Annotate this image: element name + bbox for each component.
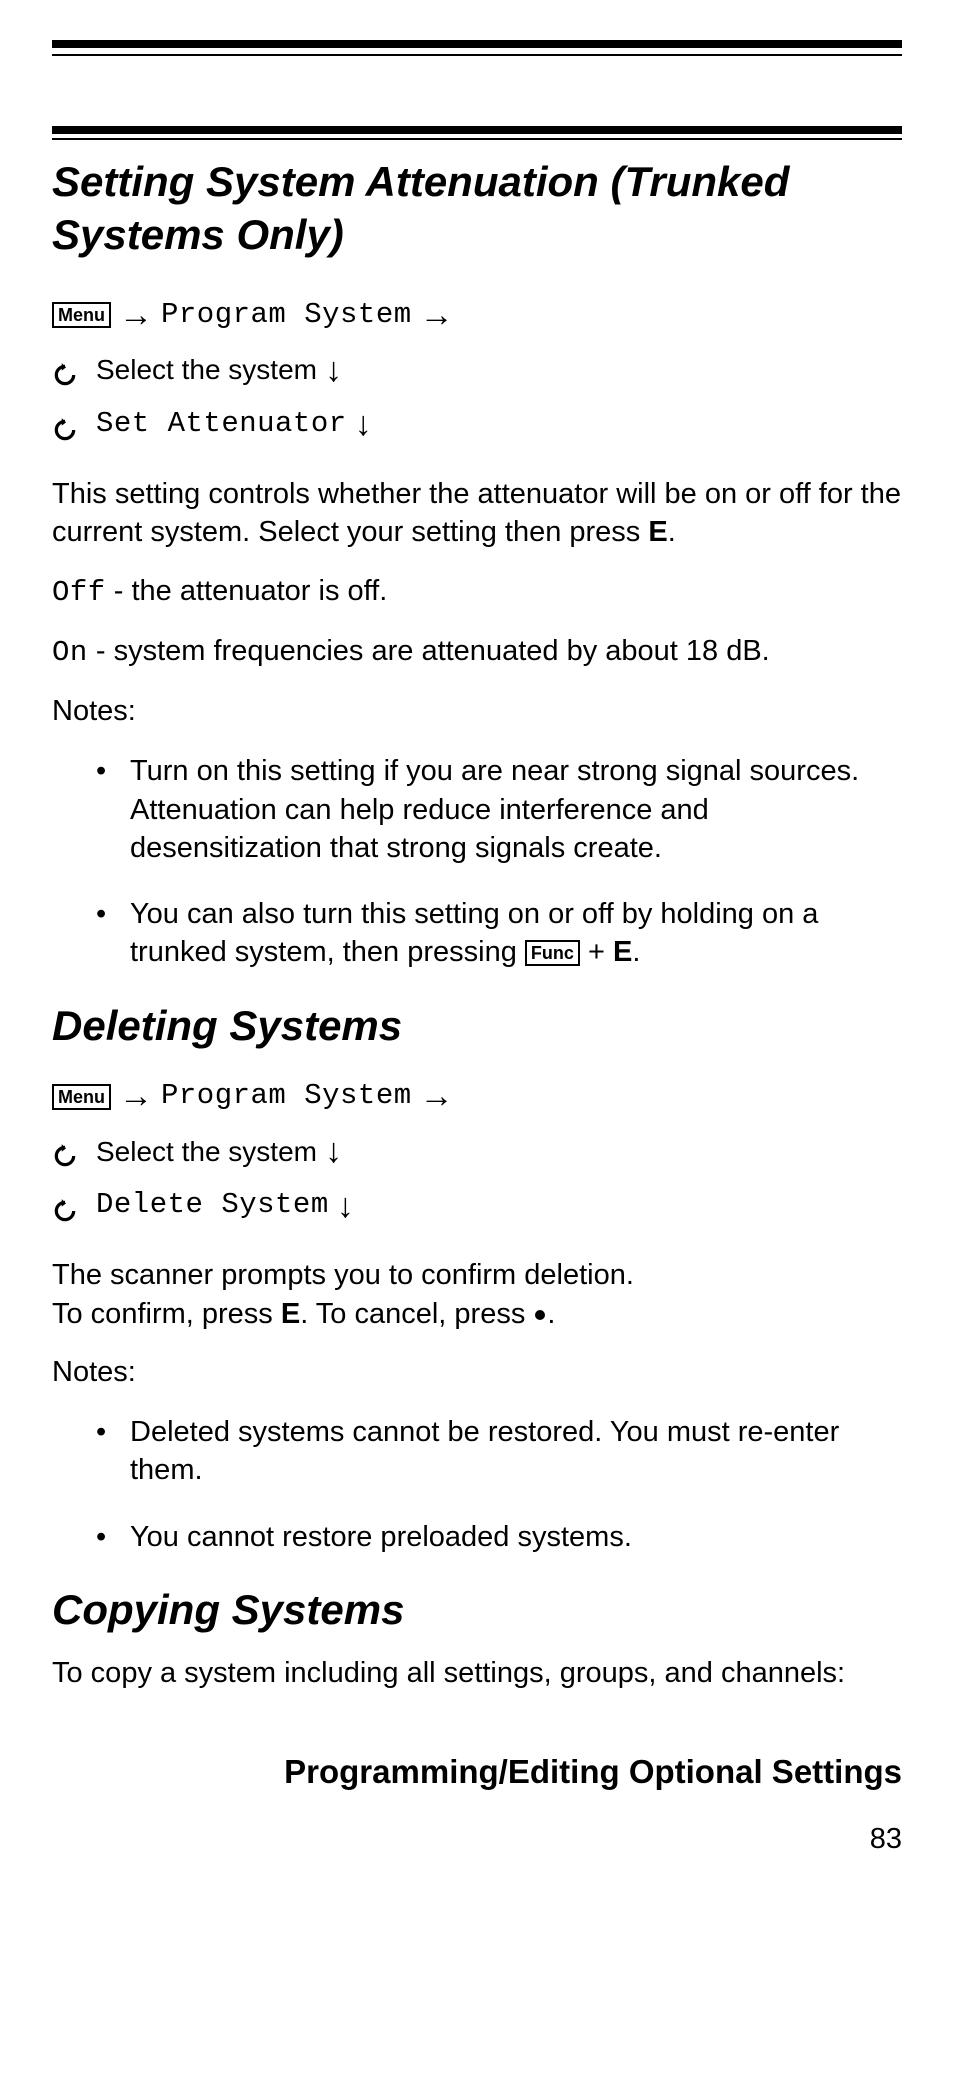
text: +: [580, 936, 613, 968]
arrow-down-icon: ↓: [355, 398, 372, 451]
text: Turn on this setting if you are near str…: [130, 755, 859, 864]
text: .: [632, 936, 640, 968]
arrow-right-icon: →: [420, 289, 454, 342]
text: .: [547, 1298, 555, 1330]
notes-list: Turn on this setting if you are near str…: [52, 752, 902, 971]
page-container: Setting System Attenuation (Trunked Syst…: [0, 0, 954, 1886]
arrow-right-icon: →: [420, 1070, 454, 1123]
func-key: Func: [525, 940, 580, 966]
text: - the attenuator is off.: [106, 575, 388, 607]
on-label: On: [52, 636, 88, 669]
text: This setting controls whether the attenu…: [52, 478, 901, 548]
text: .: [668, 516, 676, 548]
list-item: You can also turn this setting on or off…: [96, 895, 902, 972]
list-item: You cannot restore preloaded systems.: [96, 1518, 902, 1556]
page-number: 83: [52, 1823, 902, 1856]
scroll-icon: [52, 412, 78, 438]
nav-line: Set Attenuator ↓: [52, 398, 902, 451]
arrow-right-icon: →: [119, 1070, 153, 1123]
nav-line: Select the system ↓: [52, 1125, 902, 1178]
s3-paragraph: To copy a system including all settings,…: [52, 1654, 902, 1692]
arrow-down-icon: ↓: [337, 1180, 354, 1233]
s1-on-line: On - system frequencies are attenuated b…: [52, 632, 902, 672]
nav-line: Select the system ↓: [52, 344, 902, 397]
section1-title: Setting System Attenuation (Trunked Syst…: [52, 156, 902, 261]
section-rule-thick: [52, 126, 902, 134]
text: You can also turn this setting on or off…: [130, 898, 818, 968]
menu-key: Menu: [52, 302, 111, 328]
nav-program-system: Program System: [161, 293, 412, 338]
text: - system frequencies are attenuated by a…: [88, 635, 770, 667]
scroll-icon: [52, 1193, 78, 1219]
footer-title: Programming/Editing Optional Settings: [52, 1753, 902, 1791]
notes-list: Deleted systems cannot be restored. You …: [52, 1413, 902, 1556]
arrow-down-icon: ↓: [325, 344, 342, 397]
nav-set-attenuator: Set Attenuator: [96, 402, 347, 447]
key-E: E: [281, 1298, 300, 1330]
arrow-right-icon: →: [119, 289, 153, 342]
nav-select-system: Select the system: [96, 348, 317, 391]
text: . To cancel, press: [300, 1298, 533, 1330]
s1-off-line: Off - the attenuator is off.: [52, 572, 902, 612]
text: To confirm, press: [52, 1298, 281, 1330]
key-E: E: [648, 516, 667, 548]
nav-delete-system: Delete System: [96, 1183, 329, 1228]
nav-line: Delete System ↓: [52, 1180, 902, 1233]
nav-line: Menu → Program System →: [52, 1070, 902, 1123]
nav-select-system: Select the system: [96, 1130, 317, 1173]
off-label: Off: [52, 576, 106, 609]
menu-key: Menu: [52, 1084, 111, 1110]
text: Deleted systems cannot be restored. You …: [130, 1416, 839, 1486]
dot-icon: [535, 1310, 545, 1320]
scroll-icon: [52, 1138, 78, 1164]
section-rule-thin: [52, 138, 902, 140]
list-item: Turn on this setting if you are near str…: [96, 752, 902, 867]
section3-title: Copying Systems: [52, 1584, 902, 1637]
s2-paragraph: The scanner prompts you to confirm delet…: [52, 1256, 902, 1333]
text: The scanner prompts you to confirm delet…: [52, 1259, 634, 1291]
s1-paragraph: This setting controls whether the attenu…: [52, 475, 902, 552]
nav-program-system: Program System: [161, 1074, 412, 1119]
scroll-icon: [52, 357, 78, 383]
top-rule-thick: [52, 40, 902, 48]
section2-title: Deleting Systems: [52, 1000, 902, 1053]
notes-label: Notes:: [52, 1353, 902, 1391]
top-rule-thin: [52, 54, 902, 56]
text: You cannot restore preloaded systems.: [130, 1521, 632, 1553]
key-E: E: [613, 936, 632, 968]
arrow-down-icon: ↓: [325, 1125, 342, 1178]
nav-line: Menu → Program System →: [52, 289, 902, 342]
notes-label: Notes:: [52, 692, 902, 730]
list-item: Deleted systems cannot be restored. You …: [96, 1413, 902, 1490]
